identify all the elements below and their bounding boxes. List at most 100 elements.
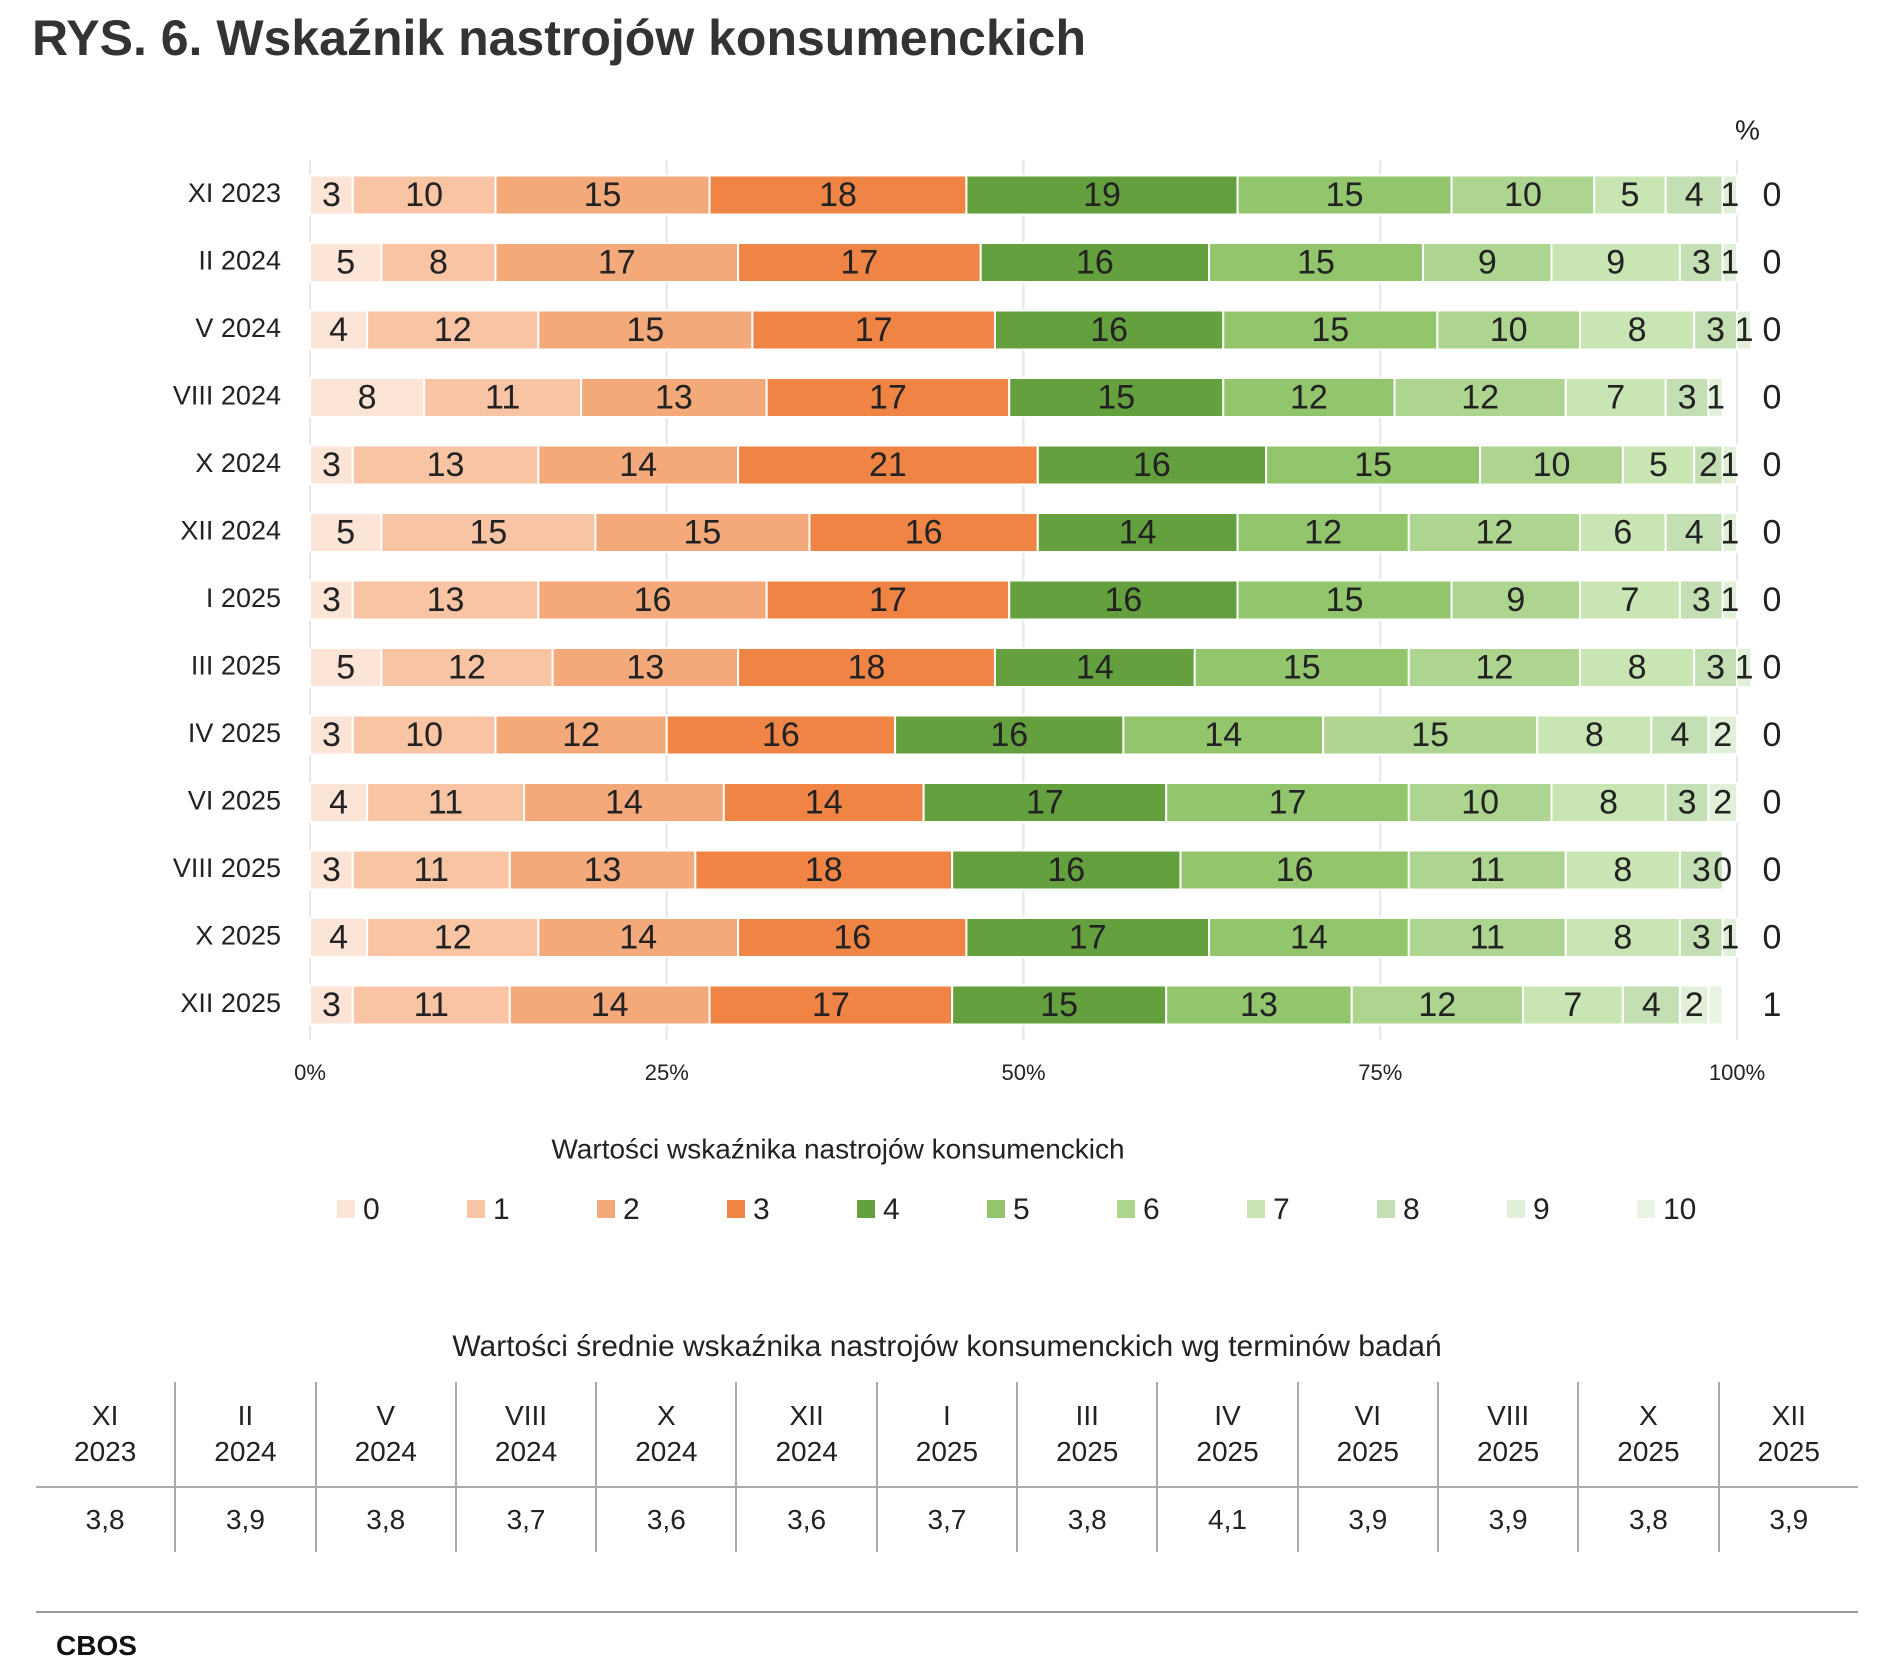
- value-label: 8: [429, 243, 448, 281]
- footer-rule: [36, 1611, 1858, 1613]
- bar-segment: [1450, 579, 1582, 621]
- value-label: 14: [591, 986, 629, 1024]
- bar-segment: [537, 444, 740, 486]
- legend-label: 5: [1013, 1193, 1030, 1226]
- bar-segment: [537, 309, 754, 351]
- bar-segment: [380, 242, 497, 283]
- bar-segment: [1265, 444, 1482, 486]
- value-label: 15: [1326, 581, 1364, 619]
- bar-segment: [351, 444, 540, 486]
- legend-swatch: [987, 1200, 1005, 1218]
- value-label: 5: [336, 648, 355, 686]
- value-label: 9: [1506, 581, 1525, 619]
- value-label: 0: [1763, 513, 1782, 551]
- bar-segment: [1350, 984, 1524, 1026]
- table-value-cell: 3,9: [1436, 1487, 1579, 1552]
- value-label: 16: [1047, 851, 1085, 889]
- table-value-cell: 3,8: [314, 1487, 456, 1552]
- value-label: 14: [1204, 716, 1242, 754]
- bar-segment: [1208, 917, 1410, 958]
- bar-segment: [1707, 714, 1738, 756]
- value-label: 0: [1763, 851, 1782, 889]
- value-label: 16: [990, 716, 1028, 754]
- value-label: 11: [414, 986, 449, 1024]
- table-header-cell: XI 2023: [36, 1382, 176, 1488]
- y-tick-label: XII 2025: [180, 988, 281, 1018]
- value-label: 0: [1763, 446, 1782, 484]
- value-label: 15: [469, 513, 507, 551]
- header-text: II 2024: [214, 1400, 277, 1467]
- bar-segment: [1579, 647, 1696, 688]
- value-label: 15: [1040, 986, 1078, 1024]
- value-label: 16: [634, 581, 672, 619]
- value-label: 8: [1599, 783, 1618, 821]
- table-header-cell: XII 2024: [735, 1382, 877, 1488]
- x-tick-label: 75%: [1358, 1060, 1402, 1085]
- bar-segment: [537, 917, 740, 958]
- value-label: 10: [1490, 311, 1528, 349]
- value-label: 12: [1475, 513, 1513, 551]
- value-label: 3: [322, 716, 341, 754]
- bar-segment: [380, 512, 597, 553]
- legend-label: 0: [363, 1193, 380, 1226]
- value-label: 11: [1470, 851, 1505, 889]
- value-label: 3: [1692, 851, 1711, 889]
- value-label: 3: [1692, 243, 1711, 281]
- bar-segment: [1736, 647, 1753, 688]
- bar-segment: [1564, 377, 1667, 418]
- value-label: 13: [655, 378, 693, 416]
- value-label: 15: [1326, 176, 1364, 214]
- bar-segment: [1579, 512, 1667, 553]
- value-label: 17: [812, 986, 850, 1024]
- bar-segment: [537, 579, 768, 621]
- value-label: 10: [1504, 176, 1542, 214]
- x-tick-label: 25%: [645, 1060, 689, 1085]
- value-label: 0: [1763, 378, 1782, 416]
- value-label: 15: [1354, 446, 1392, 484]
- bar-segment: [1678, 579, 1724, 621]
- legend-swatch: [467, 1200, 485, 1218]
- footer: CBOS: [56, 1630, 137, 1661]
- table-value-cell: 3,9: [1296, 1487, 1438, 1552]
- bar-segment: [737, 444, 1039, 486]
- bar-segment: [508, 849, 697, 891]
- bar-segment: [765, 377, 1011, 418]
- legend-label: 9: [1533, 1193, 1550, 1226]
- value-label: 3: [1678, 378, 1697, 416]
- value-label: 4: [329, 311, 348, 349]
- table-value-cell: 3,7: [875, 1487, 1018, 1552]
- table-header-cell: II 2024: [174, 1382, 316, 1488]
- value-label: 13: [427, 446, 465, 484]
- value-label: 16: [905, 513, 943, 551]
- bar-segment: [1579, 309, 1696, 351]
- value-label: 16: [833, 918, 871, 956]
- value-label: 3: [1678, 783, 1697, 821]
- value-label: 0: [1763, 581, 1782, 619]
- bar-segment: [1407, 512, 1582, 553]
- value-label: 21: [869, 446, 907, 484]
- table-header-cell: V 2024: [314, 1382, 456, 1488]
- header-text: VIII 2024: [494, 1400, 558, 1467]
- value-label: 12: [448, 648, 486, 686]
- value-label: 16: [1076, 243, 1114, 281]
- header-text: XI 2023: [74, 1400, 137, 1467]
- value-label: 5: [336, 243, 355, 281]
- value-label: 1: [1706, 378, 1725, 416]
- bar-segment: [1621, 984, 1681, 1026]
- bar-segment: [366, 782, 526, 823]
- bar-segment: [737, 242, 982, 283]
- value-label: 17: [1026, 783, 1064, 821]
- table-header-cell: XII 2025: [1717, 1382, 1858, 1488]
- value-label: 11: [485, 378, 520, 416]
- header-text: V 2024: [354, 1400, 417, 1467]
- bar-segment: [309, 849, 354, 891]
- value-label: 3: [1706, 648, 1725, 686]
- bar-segment: [1707, 377, 1724, 418]
- header-text: X 2024: [635, 1400, 698, 1467]
- bar-segment: [951, 984, 1168, 1026]
- header-text: XII 2024: [775, 1400, 838, 1467]
- y-tick-label: VIII 2025: [173, 853, 281, 883]
- value-label: 1: [1735, 648, 1754, 686]
- bar-segment: [494, 174, 711, 216]
